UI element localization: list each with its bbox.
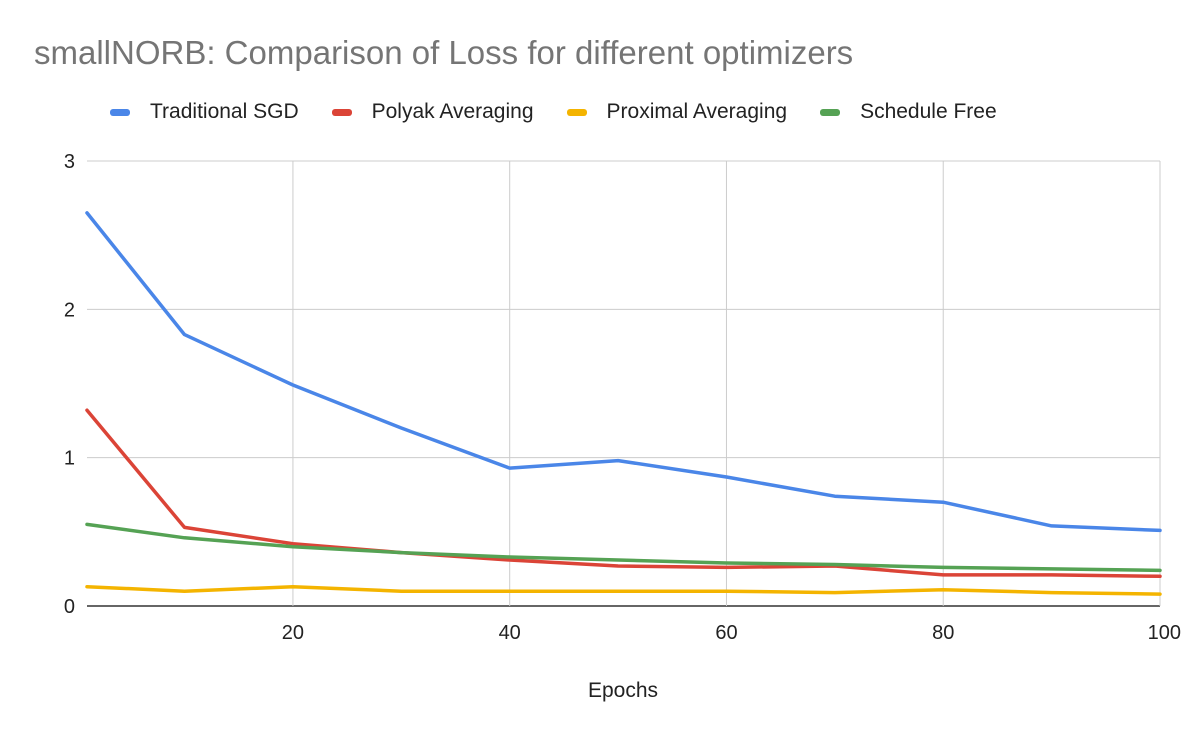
y-tick-label-2: 2 bbox=[64, 299, 75, 321]
legend-swatch-schedule-free bbox=[820, 108, 841, 116]
series-line-schedule-free bbox=[85, 522, 1162, 573]
y-tick-label-0: 0 bbox=[64, 596, 75, 618]
legend-label-schedule-free: Schedule Free bbox=[860, 100, 997, 123]
x-tick-label-100: 100 bbox=[1148, 622, 1181, 644]
series-line-polyak-averaging bbox=[85, 408, 1162, 579]
chart-title: smallNORB: Comparison of Loss for differ… bbox=[34, 34, 854, 71]
legend-swatch-polyak-averaging bbox=[331, 108, 352, 116]
legend-swatch-traditional-sgd bbox=[110, 108, 130, 116]
x-tick-label-20: 20 bbox=[282, 622, 304, 644]
legend-label-polyak-averaging: Polyak Averaging bbox=[371, 100, 534, 123]
x-tick-label-60: 60 bbox=[715, 622, 737, 644]
legend-label-proximal-averaging: Proximal Averaging bbox=[606, 100, 788, 123]
series-layer bbox=[85, 211, 1162, 596]
x-tick-label-80: 80 bbox=[932, 622, 954, 644]
legend-item-traditional-sgd[interactable]: Traditional SGD bbox=[110, 100, 299, 124]
series-line-traditional-sgd bbox=[85, 211, 1162, 533]
x-tick-label-40: 40 bbox=[499, 622, 521, 644]
x-axis-title: Epochs bbox=[588, 679, 658, 702]
legend-item-schedule-free[interactable]: Schedule Free bbox=[820, 100, 997, 124]
y-tick-label-1: 1 bbox=[64, 448, 75, 470]
legend-label-traditional-sgd: Traditional SGD bbox=[150, 100, 299, 123]
legend-swatch-proximal-averaging bbox=[566, 108, 587, 116]
grid-layer bbox=[87, 160, 1161, 607]
legend-item-proximal-averaging[interactable]: Proximal Averaging bbox=[566, 100, 788, 124]
series-line-proximal-averaging bbox=[85, 584, 1162, 596]
chart-legend: Traditional SGD Polyak Averaging Proxima… bbox=[110, 97, 1030, 127]
tick-layer: 0 1 2 3 20 40 60 80 100 bbox=[64, 151, 1181, 644]
legend-item-polyak-averaging[interactable]: Polyak Averaging bbox=[331, 100, 534, 124]
y-tick-label-3: 3 bbox=[64, 151, 75, 173]
